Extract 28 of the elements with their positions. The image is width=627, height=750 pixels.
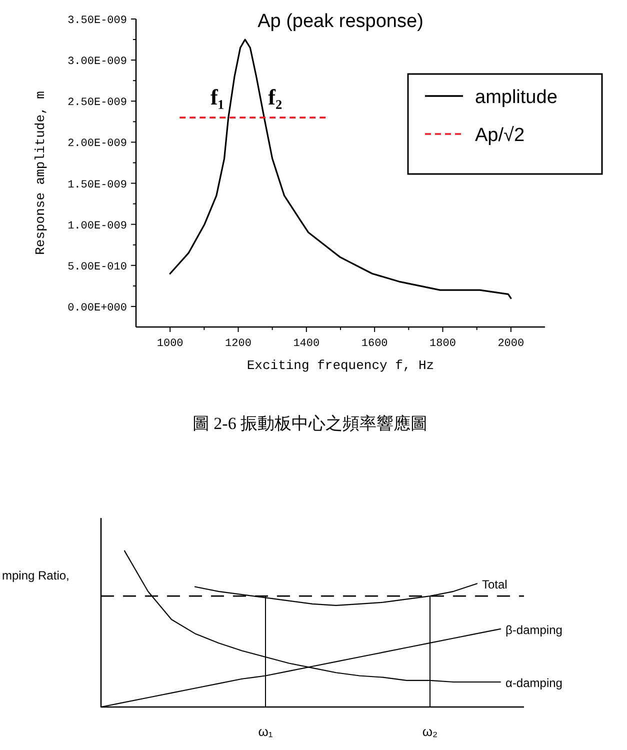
x-tick-label: 1200 (225, 338, 252, 350)
x-axis-title: Exciting frequency f, Hz (246, 358, 434, 373)
x-tick-label: 2000 (498, 338, 524, 350)
series-label: Total (482, 578, 508, 592)
x-tick-label: 1400 (293, 338, 320, 350)
y-tick-label: 1.00E-009 (68, 220, 127, 232)
x-tick-label: ω₁ (258, 724, 274, 739)
x-tick-label: 1600 (361, 338, 388, 350)
x-tick-label: ω₂ (422, 724, 438, 739)
x-tick-label: 1800 (430, 338, 456, 350)
y-tick-label: 0.00E+000 (68, 302, 127, 314)
x-tick-label: 1000 (156, 338, 184, 350)
y-tick-label: 2.00E-009 (68, 138, 127, 150)
y-axis-title: Response amplitude, m (33, 90, 48, 255)
y-tick-label: 3.50E-009 (68, 15, 127, 27)
y-axis-title: mping Ratio, (2, 568, 70, 582)
legend-label: Ap/√2 (475, 125, 525, 146)
annotation: f₂ (268, 84, 282, 110)
series-label: β-damping (506, 622, 562, 637)
y-tick-label: 1.50E-009 (68, 179, 127, 192)
y-tick-label: 2.50E-009 (68, 97, 127, 110)
legend-label: amplitude (475, 87, 558, 108)
y-tick-label: 3.00E-009 (68, 56, 127, 68)
y-tick-label: 5.00E-010 (68, 261, 127, 274)
chart-title: Ap (peak response) (258, 11, 424, 32)
annotation: f₁ (210, 84, 224, 110)
caption: 圖 2-6 振動板中心之頻率響應圖 (192, 414, 428, 433)
series-label: α-damping (506, 676, 562, 690)
